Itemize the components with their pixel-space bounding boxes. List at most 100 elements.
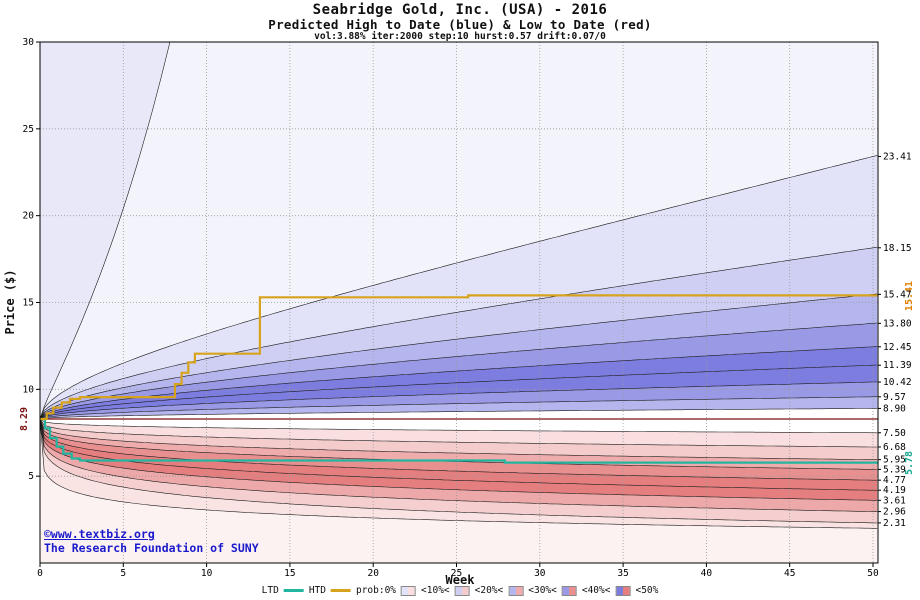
y-tick-label: 5 bbox=[28, 471, 34, 482]
percentile-curve bbox=[40, 418, 878, 529]
right-value-label: 5.95 bbox=[883, 455, 906, 466]
percentile-curve bbox=[40, 346, 878, 420]
right-value-label: 23.41 bbox=[883, 151, 912, 162]
probability-band bbox=[40, 365, 878, 419]
x-tick-label: 40 bbox=[701, 568, 713, 579]
percentile-curve bbox=[40, 246, 878, 420]
right-value-label: 13.80 bbox=[883, 318, 912, 329]
probability-band bbox=[40, 293, 878, 419]
percentile-curve bbox=[40, 381, 878, 420]
chart-title: Seabridge Gold, Inc. (USA) - 2016 bbox=[312, 2, 608, 18]
right-value-label: 18.15 bbox=[883, 243, 912, 254]
probability-band bbox=[40, 247, 878, 419]
plot-area bbox=[40, 42, 878, 563]
percentile-curve bbox=[40, 408, 878, 420]
legend-prob-chip bbox=[454, 585, 470, 596]
percentile-curve bbox=[40, 418, 878, 481]
probability-band bbox=[40, 419, 878, 460]
y-tick-label: 10 bbox=[23, 384, 35, 395]
legend-prob-label: <50% bbox=[635, 585, 659, 596]
right-value-label: 11.39 bbox=[883, 360, 912, 371]
x-tick-label: 20 bbox=[367, 568, 379, 579]
percentile-curve bbox=[40, 418, 878, 524]
ltd-final-label: 5.78 bbox=[904, 451, 915, 475]
right-value-label: 4.19 bbox=[883, 485, 906, 496]
legend-prob-chip bbox=[401, 585, 417, 596]
right-value-label: 10.42 bbox=[883, 377, 912, 388]
x-tick-label: 45 bbox=[784, 568, 795, 579]
legend-htd-label: HTD bbox=[308, 585, 326, 596]
probability-band bbox=[40, 419, 878, 481]
legend-prob-chip bbox=[615, 585, 631, 596]
right-value-label: 7.50 bbox=[883, 428, 906, 439]
x-tick-label: 35 bbox=[617, 568, 628, 579]
probability-band bbox=[40, 155, 878, 419]
probability-band bbox=[40, 419, 878, 512]
legend-prob-label: prob:0% bbox=[355, 585, 397, 596]
x-tick-label: 15 bbox=[284, 568, 295, 579]
probability-band bbox=[40, 419, 878, 501]
legend-prob-label: <10%< bbox=[421, 585, 450, 596]
probability-band bbox=[40, 419, 878, 447]
probability-band bbox=[40, 419, 878, 491]
start-price-label: 8.29 bbox=[19, 407, 30, 431]
x-tick-label: 0 bbox=[37, 568, 43, 579]
percentile-curve bbox=[40, 418, 878, 460]
chart-legend: LTD HTD prob:0% <10%< <20%< <30%< <40%< <50% bbox=[262, 585, 659, 596]
x-tick-label: 30 bbox=[534, 568, 546, 579]
x-tick-label: 10 bbox=[201, 568, 213, 579]
percentile-curve bbox=[40, 396, 878, 420]
percentile-curve bbox=[40, 364, 878, 420]
probability-band bbox=[40, 42, 878, 419]
chart-subtitle: Predicted High to Date (blue) & Low to D… bbox=[268, 17, 652, 32]
legend-prob-chip bbox=[561, 585, 577, 596]
percentile-curve bbox=[40, 418, 878, 448]
right-value-label: 3.61 bbox=[883, 495, 906, 506]
probability-band bbox=[40, 419, 878, 523]
copyright-link[interactable]: ©www.textbiz.org bbox=[44, 527, 155, 541]
simulation-params: vol:3.88% iter:2000 step:10 hurst:0.57 d… bbox=[314, 31, 606, 42]
y-tick-label: 20 bbox=[23, 211, 35, 222]
x-tick-label: 25 bbox=[451, 568, 462, 579]
right-value-label: 15.47 bbox=[883, 289, 912, 300]
right-value-label: 8.90 bbox=[883, 403, 906, 414]
percentile-curve bbox=[40, 322, 878, 420]
x-axis-title: Week bbox=[445, 573, 475, 587]
y-tick-label: 15 bbox=[23, 298, 34, 309]
x-tick-label: 5 bbox=[120, 568, 126, 579]
probability-band bbox=[40, 381, 878, 419]
right-value-label: 2.31 bbox=[883, 518, 906, 529]
right-value-label: 9.57 bbox=[883, 392, 906, 403]
probability-band bbox=[40, 346, 878, 419]
probability-band bbox=[40, 42, 170, 419]
right-value-label: 5.39 bbox=[883, 464, 906, 475]
probability-band bbox=[40, 323, 878, 419]
probability-band bbox=[40, 396, 878, 419]
percentile-curve bbox=[40, 418, 878, 501]
htd-final-label: 15.41 bbox=[904, 281, 915, 311]
legend-prob-label: <30%< bbox=[528, 585, 557, 596]
y-tick-label: 25 bbox=[23, 124, 34, 135]
legend-prob-label: <40%< bbox=[581, 585, 611, 596]
right-value-label: 12.45 bbox=[883, 342, 912, 353]
ltd-line bbox=[40, 417, 878, 464]
legend-htd-swatch bbox=[330, 589, 351, 592]
htd-line bbox=[40, 294, 878, 421]
percentile-curve bbox=[40, 155, 878, 420]
x-tick-label: 50 bbox=[867, 568, 879, 579]
legend-prob-label: <20%< bbox=[474, 585, 504, 596]
legend-prob-chip bbox=[508, 585, 524, 596]
probability-band bbox=[40, 419, 878, 563]
right-value-label: 4.77 bbox=[883, 475, 906, 486]
y-tick-label: 30 bbox=[23, 37, 35, 48]
legend-ltd-label: LTD bbox=[261, 585, 279, 596]
y-axis-title: Price ($) bbox=[3, 269, 17, 334]
legend-ltd-swatch bbox=[283, 589, 304, 592]
percentile-curve bbox=[40, 418, 878, 434]
percentile-curve bbox=[40, 418, 878, 512]
percentile-curve bbox=[40, 293, 878, 420]
right-value-label: 6.68 bbox=[883, 442, 906, 453]
copyright-org: The Research Foundation of SUNY bbox=[44, 541, 259, 555]
